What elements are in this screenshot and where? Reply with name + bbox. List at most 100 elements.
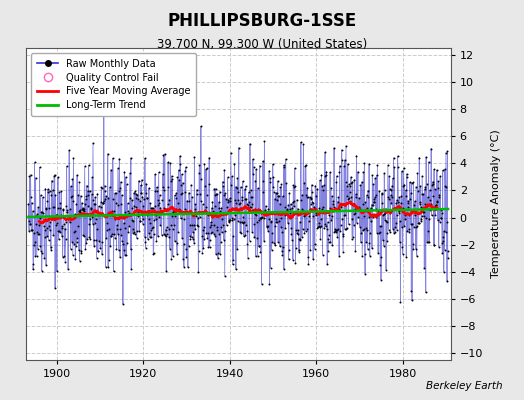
Point — [80, 233, 89, 240]
Point — [41, 186, 50, 192]
Point — [357, 230, 366, 236]
Point — [213, 190, 221, 197]
Point — [103, 220, 111, 226]
Point — [243, 240, 252, 247]
Point — [333, 198, 342, 205]
Point — [83, 236, 91, 242]
Point — [99, 200, 107, 206]
Point — [202, 165, 211, 171]
Point — [300, 230, 309, 236]
Point — [326, 184, 335, 191]
Point — [84, 192, 92, 198]
Point — [303, 194, 311, 200]
Point — [188, 194, 196, 200]
Point — [129, 226, 138, 232]
Point — [61, 236, 70, 242]
Point — [385, 226, 393, 233]
Point — [325, 205, 334, 211]
Point — [82, 240, 90, 246]
Point — [425, 187, 434, 193]
Point — [104, 150, 112, 157]
Point — [334, 206, 343, 212]
Point — [388, 194, 396, 200]
Point — [329, 207, 337, 213]
Point — [386, 186, 394, 192]
Point — [137, 190, 145, 196]
Point — [185, 198, 193, 204]
Point — [287, 225, 296, 231]
Point — [40, 234, 49, 240]
Point — [93, 248, 102, 254]
Point — [328, 193, 336, 199]
Point — [347, 194, 356, 200]
Point — [155, 169, 163, 176]
Point — [326, 169, 334, 176]
Point — [157, 208, 166, 214]
Point — [128, 205, 136, 211]
Point — [151, 215, 160, 222]
Point — [370, 199, 379, 205]
Point — [34, 246, 42, 252]
Point — [359, 169, 367, 175]
Point — [74, 192, 82, 198]
Point — [199, 227, 207, 234]
Point — [430, 242, 438, 248]
Point — [368, 172, 377, 178]
Point — [436, 214, 445, 221]
Point — [436, 207, 445, 214]
Point — [110, 268, 118, 274]
Point — [171, 238, 179, 244]
Point — [211, 192, 219, 199]
Point — [138, 220, 147, 227]
Point — [149, 250, 157, 257]
Point — [187, 234, 195, 240]
Point — [206, 219, 215, 226]
Point — [239, 220, 247, 227]
Point — [138, 212, 146, 218]
Point — [188, 222, 196, 228]
Point — [260, 206, 269, 213]
Point — [406, 179, 414, 185]
Point — [235, 201, 243, 208]
Point — [360, 160, 368, 166]
Point — [374, 250, 383, 256]
Point — [260, 238, 268, 244]
Point — [202, 230, 211, 236]
Point — [286, 205, 294, 212]
Point — [148, 225, 156, 232]
Point — [279, 162, 288, 168]
Point — [206, 237, 214, 243]
Point — [112, 190, 121, 196]
Point — [91, 201, 100, 207]
Point — [88, 174, 96, 181]
Point — [165, 196, 173, 203]
Point — [114, 165, 122, 172]
Point — [142, 180, 150, 187]
Point — [359, 213, 368, 219]
Point — [89, 197, 97, 203]
Point — [248, 228, 256, 235]
Point — [308, 198, 316, 205]
Point — [160, 151, 169, 157]
Point — [289, 256, 297, 263]
Point — [100, 183, 108, 189]
Point — [117, 201, 126, 207]
Point — [58, 223, 66, 229]
Point — [125, 223, 133, 230]
Point — [271, 196, 279, 202]
Point — [321, 173, 329, 179]
Point — [388, 226, 397, 232]
Point — [163, 200, 172, 207]
Point — [164, 184, 172, 190]
Point — [312, 192, 320, 199]
Point — [258, 189, 267, 195]
Point — [282, 207, 291, 213]
Point — [122, 181, 130, 188]
Point — [409, 179, 418, 186]
Point — [45, 205, 53, 212]
Point — [299, 207, 307, 214]
Point — [443, 148, 452, 155]
Point — [337, 202, 345, 208]
Point — [369, 199, 378, 205]
Point — [65, 147, 73, 154]
